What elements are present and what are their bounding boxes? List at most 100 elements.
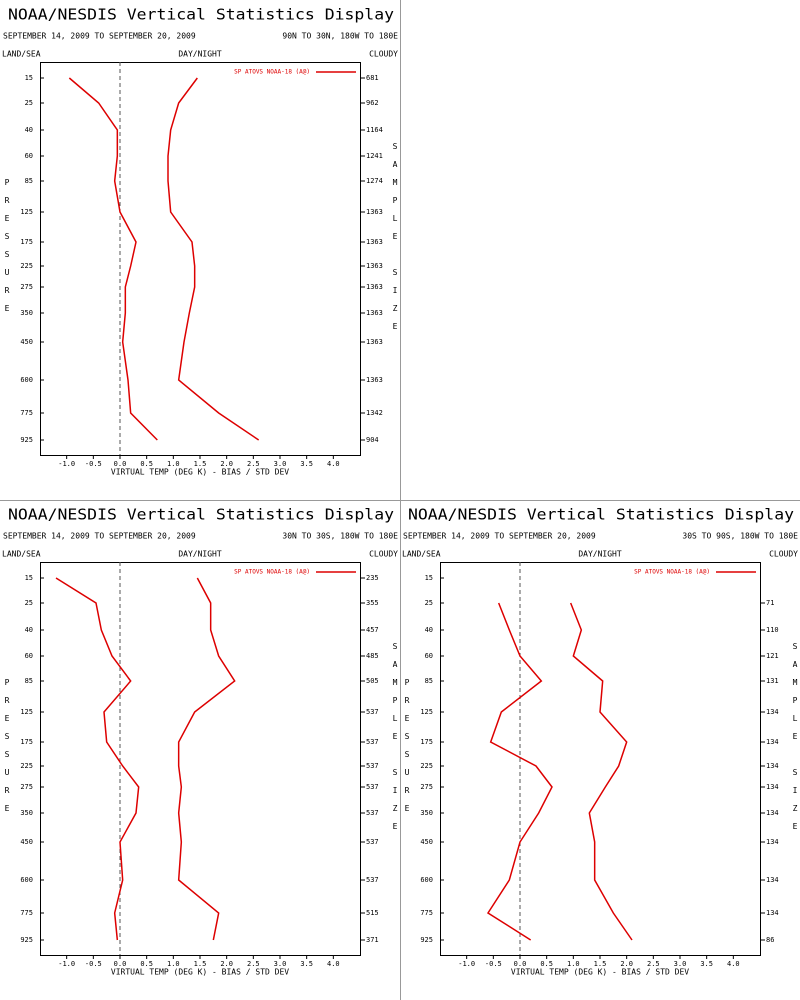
- x-tick-label: 2.0: [220, 960, 233, 968]
- sample-size-label: 134: [766, 909, 779, 917]
- legend-label: SP ATOVS NOAA-18 (A@): [634, 569, 710, 576]
- title: NOAA/NESDIS Vertical Statistics Display: [408, 506, 794, 524]
- y-tick-label: 175: [20, 738, 33, 746]
- sample-size-label: 371: [366, 936, 379, 944]
- y-tick-label: 925: [20, 436, 33, 444]
- sample-size-label: 121: [766, 652, 779, 660]
- land-sea: LAND/SEA: [402, 550, 441, 559]
- panel: NOAA/NESDIS Vertical Statistics Display S…: [2, 506, 398, 977]
- y-tick-label: 925: [20, 936, 33, 944]
- sample-size-label: 1363: [366, 208, 383, 216]
- sample-size-label: 131: [766, 677, 779, 685]
- sample-size-label: 537: [366, 708, 379, 716]
- y-tick-label: 40: [425, 626, 433, 634]
- x-tick-label: 3.0: [274, 460, 287, 468]
- sample-size-label: 537: [366, 738, 379, 746]
- sample-size-label: 134: [766, 708, 779, 716]
- subtitle: SEPTEMBER 14, 2009 TO SEPTEMBER 20, 2009: [3, 32, 196, 41]
- x-tick-label: 0.0: [514, 960, 527, 968]
- x-tick-label: 0.5: [140, 960, 153, 968]
- subtitle: SEPTEMBER 14, 2009 TO SEPTEMBER 20, 2009: [403, 532, 596, 541]
- y-tick-label: 350: [20, 309, 33, 317]
- y-tick-label: 125: [20, 708, 33, 716]
- y-tick-label: 925: [420, 936, 433, 944]
- y-tick-label: 85: [25, 677, 33, 685]
- title: NOAA/NESDIS Vertical Statistics Display: [8, 506, 394, 524]
- sample-size-label: 505: [366, 677, 379, 685]
- x-tick-label: 0.0: [114, 960, 127, 968]
- sample-size-label: 1164: [366, 126, 383, 134]
- x-tick-label: 4.0: [327, 960, 340, 968]
- sample-size-label: 1363: [366, 262, 383, 270]
- x-tick-label: 0.5: [540, 960, 553, 968]
- day-night: DAY/NIGHT: [578, 550, 622, 559]
- x-tick-label: 1.5: [194, 960, 207, 968]
- y-tick-label: 125: [420, 708, 433, 716]
- sample-size-label: 134: [766, 809, 779, 817]
- x-tick-label: 0.5: [140, 460, 153, 468]
- y-tick-label: 175: [20, 238, 33, 246]
- x-tick-label: -0.5: [485, 960, 502, 968]
- x-tick-label: 2.5: [647, 960, 660, 968]
- sample-size-label: 457: [366, 626, 379, 634]
- land-sea: LAND/SEA: [2, 550, 41, 559]
- y-tick-label: 15: [425, 574, 433, 582]
- x-tick-label: 3.0: [674, 960, 687, 968]
- title: NOAA/NESDIS Vertical Statistics Display: [8, 6, 394, 24]
- y-tick-label: 15: [25, 574, 33, 582]
- x-tick-label: -0.5: [85, 960, 102, 968]
- sample-size-label: 537: [366, 876, 379, 884]
- y-tick-label: 15: [25, 74, 33, 82]
- y-tick-label: 450: [420, 838, 433, 846]
- sample-size-label: 355: [366, 599, 379, 607]
- y-tick-label: 225: [420, 762, 433, 770]
- sample-size-label: 1241: [366, 152, 383, 160]
- region: 90N TO 30N, 180W TO 180E: [282, 32, 398, 41]
- y-tick-label: 25: [25, 599, 33, 607]
- x-axis-label: VIRTUAL TEMP (DEG K) - BIAS / STD DEV: [111, 468, 289, 477]
- sample-size-label: 537: [366, 838, 379, 846]
- panel: NOAA/NESDIS Vertical Statistics Display S…: [2, 6, 398, 477]
- x-tick-label: 2.5: [247, 460, 260, 468]
- land-sea: LAND/SEA: [2, 50, 41, 59]
- y-tick-label: 40: [25, 626, 33, 634]
- x-tick-label: -1.0: [58, 460, 75, 468]
- cloudy: CLOUDY: [369, 550, 398, 559]
- sample-size-label: 110: [766, 626, 779, 634]
- y-tick-label: 60: [25, 652, 33, 660]
- sample-size-label: 235: [366, 574, 379, 582]
- x-tick-label: 2.0: [620, 960, 633, 968]
- day-night: DAY/NIGHT: [178, 50, 222, 59]
- sample-size-label: 134: [766, 738, 779, 746]
- sample-size-label: 904: [366, 436, 379, 444]
- x-tick-label: 0.0: [114, 460, 127, 468]
- x-tick-label: 3.5: [300, 460, 313, 468]
- x-tick-label: -1.0: [458, 960, 475, 968]
- y-tick-label: 600: [20, 876, 33, 884]
- data-line: [569, 602, 633, 941]
- x-tick-label: 3.5: [300, 960, 313, 968]
- y-tick-label: 350: [420, 809, 433, 817]
- y-tick-label: 25: [25, 99, 33, 107]
- y-tick-label: 450: [20, 838, 33, 846]
- sample-size-label: 537: [366, 762, 379, 770]
- data-line: [486, 602, 553, 941]
- x-tick-label: 4.0: [727, 960, 740, 968]
- y-tick-label: 85: [25, 177, 33, 185]
- x-tick-label: 3.0: [274, 960, 287, 968]
- sample-size-label: 962: [366, 99, 379, 107]
- legend-label: SP ATOVS NOAA-18 (A@): [234, 569, 310, 576]
- region: 30N TO 30S, 180W TO 180E: [282, 532, 398, 541]
- x-tick-label: 3.5: [700, 960, 713, 968]
- sample-size-label: 1363: [366, 376, 383, 384]
- data-line: [55, 577, 140, 941]
- sample-size-label: 1342: [366, 409, 383, 417]
- y-tick-label: 600: [20, 376, 33, 384]
- sample-size-label: 1363: [366, 309, 383, 317]
- sample-size-label: 134: [766, 876, 779, 884]
- sample-size-label: 134: [766, 762, 779, 770]
